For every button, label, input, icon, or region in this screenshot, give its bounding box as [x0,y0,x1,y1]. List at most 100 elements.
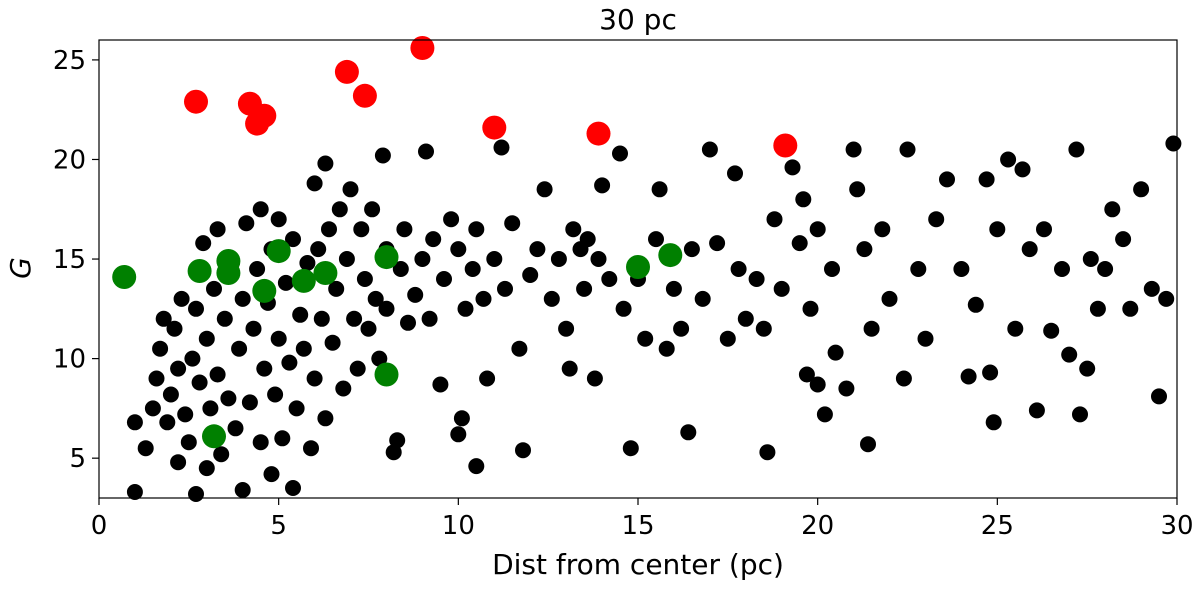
data-point-series-0-165 [881,290,898,307]
data-point-series-0-122 [594,177,611,194]
data-point-series-0-158 [838,380,855,397]
data-point-series-0-42 [263,466,280,483]
data-point-series-0-131 [658,340,675,357]
data-point-series-2-3 [216,261,241,285]
data-point-series-0-51 [285,231,301,248]
data-point-series-0-101 [475,290,492,307]
data-point-series-0-82 [389,432,406,449]
data-point-series-0-31 [231,340,248,357]
data-point-series-0-144 [755,320,772,337]
x-tick-label: 5 [270,511,287,541]
data-point-series-0-141 [730,261,747,277]
x-tick-label: 15 [621,511,654,541]
data-point-series-0-32 [234,482,251,498]
data-point-series-0-173 [960,368,977,385]
data-point-series-0-179 [1000,151,1017,168]
data-point-series-1-9 [773,133,798,158]
data-point-series-0-76 [367,290,384,307]
data-point-series-0-83 [392,261,409,277]
data-point-series-0-92 [436,271,452,287]
x-tick-label: 25 [981,511,1014,541]
data-point-series-0-183 [1028,402,1045,419]
data-point-series-0-26 [213,446,230,463]
data-point-series-0-146 [766,211,783,228]
data-point-series-0-186 [1054,261,1070,277]
data-point-series-0-111 [536,181,553,198]
data-point-series-0-133 [673,320,690,337]
data-point-series-0-161 [856,241,873,258]
data-point-series-0-6 [155,310,172,327]
data-point-series-0-85 [400,314,416,331]
data-point-series-0-130 [651,181,668,198]
data-point-series-0-35 [241,394,258,411]
data-point-series-1-8 [586,121,611,146]
data-point-series-1-6 [410,36,435,60]
data-point-series-0-87 [414,251,431,267]
data-point-series-0-148 [784,159,801,176]
data-point-series-0-188 [1068,141,1085,158]
data-point-series-0-22 [202,400,219,417]
data-point-series-0-176 [982,364,999,381]
data-point-series-0-80 [378,300,395,317]
data-point-series-0-174 [967,296,984,313]
data-point-series-0-65 [328,280,345,297]
data-point-series-0-56 [303,440,319,457]
data-point-series-0-37 [249,261,266,277]
data-point-series-0-192 [1089,300,1106,317]
data-point-series-1-0 [184,89,208,114]
data-point-series-0-57 [306,175,323,192]
data-point-series-0-71 [349,360,366,377]
data-point-series-0-90 [425,231,442,248]
y-tick-label: 10 [53,345,86,375]
data-point-series-0-119 [579,231,596,248]
data-point-series-0-105 [497,280,513,297]
data-point-series-0-106 [504,215,521,232]
data-point-series-0-46 [270,211,287,228]
data-point-series-0-157 [827,344,844,361]
data-point-series-0-21 [198,330,215,347]
data-point-series-0-184 [1036,221,1052,238]
data-point-series-0-112 [543,290,560,307]
data-point-series-0-125 [615,300,632,317]
data-point-series-0-36 [245,320,262,337]
x-tick-label: 30 [1160,511,1193,541]
data-point-series-0-88 [418,143,434,160]
data-point-series-0-40 [256,360,273,377]
y-tick-label: 25 [53,46,86,76]
data-point-series-0-33 [234,290,251,307]
data-point-series-0-69 [342,181,359,198]
data-point-series-0-185 [1043,322,1060,339]
y-axis-label: G [4,257,37,279]
data-point-series-0-104 [493,139,510,156]
data-point-series-0-113 [550,251,567,267]
data-point-series-0-168 [910,261,927,277]
data-point-series-0-140 [727,165,743,182]
data-point-series-0-129 [648,231,664,248]
data-point-series-2-8 [374,245,399,270]
data-point-series-0-52 [288,400,305,417]
data-point-series-0-110 [529,241,546,258]
data-point-series-0-95 [450,241,467,258]
data-point-series-0-9 [166,320,183,337]
data-point-series-0-102 [479,370,496,387]
data-point-series-0-93 [443,211,460,228]
data-point-series-0-3 [144,400,161,417]
data-point-series-0-54 [295,340,312,357]
y-tick-label: 20 [53,145,86,175]
data-point-series-0-47 [274,430,291,447]
data-point-series-0-77 [371,350,388,367]
data-point-series-0-64 [324,334,341,351]
data-point-series-0-84 [396,221,413,238]
data-point-series-0-98 [464,261,481,277]
data-point-series-0-48 [277,274,294,291]
data-point-series-0-70 [346,310,363,327]
data-point-series-0-147 [773,280,790,297]
data-point-series-1-7 [482,115,507,140]
data-point-series-0-181 [1014,161,1031,178]
data-point-series-0-199 [1151,388,1167,405]
data-point-series-0-124 [612,145,628,162]
data-point-series-0-153 [809,221,826,238]
data-point-series-0-38 [252,434,269,451]
data-point-series-2-9 [374,362,399,387]
data-point-series-0-94 [450,426,467,443]
